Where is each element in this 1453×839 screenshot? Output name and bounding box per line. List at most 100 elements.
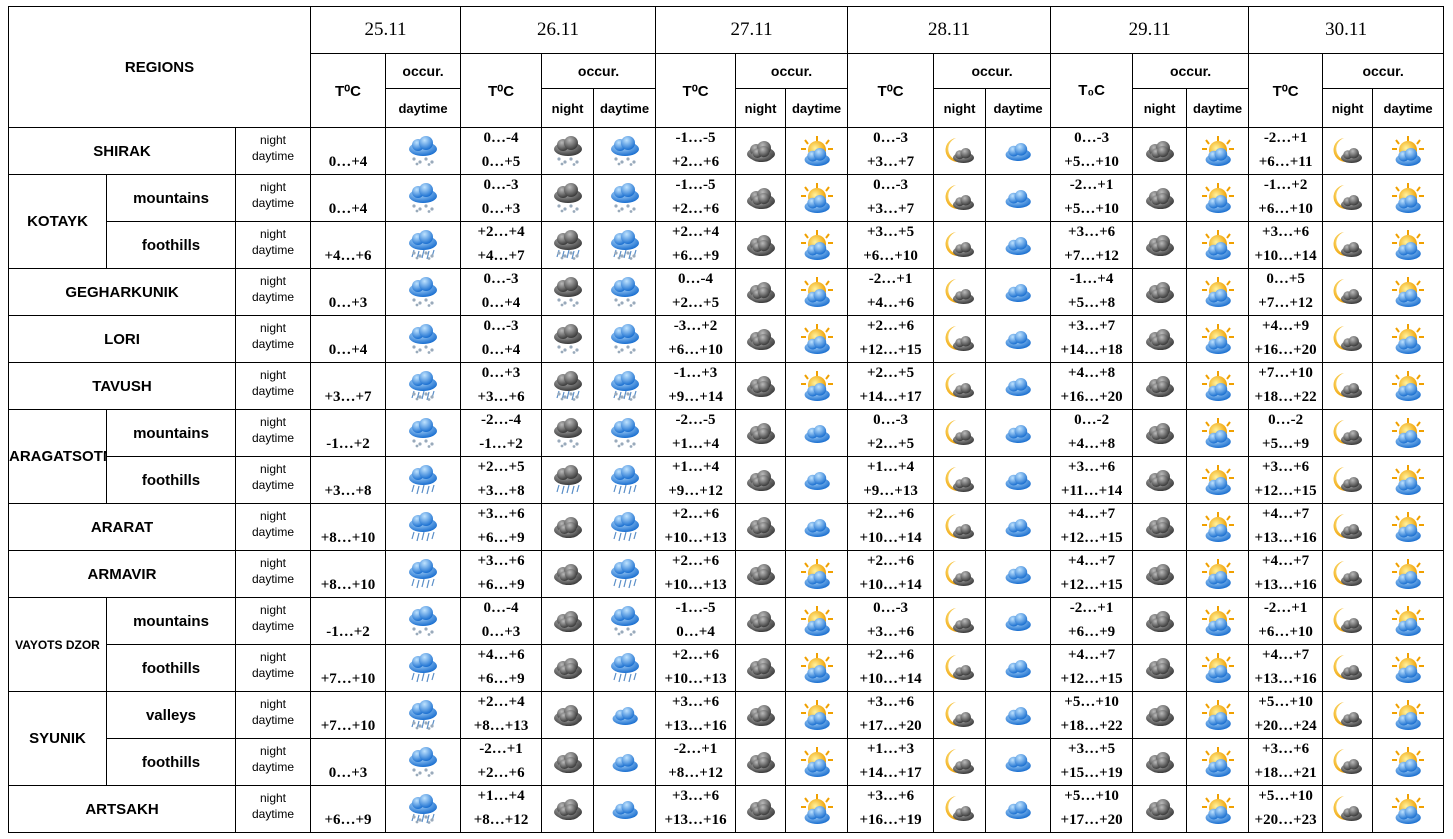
region-name: ARMAVIR — [8, 550, 236, 598]
icon-cell — [735, 127, 787, 175]
temp-range: 0…-3 — [873, 130, 909, 146]
icon-cell — [1186, 268, 1250, 316]
temp-range: 0…+5 — [1266, 271, 1305, 287]
icon-cell — [735, 221, 787, 269]
icon-cell — [385, 221, 462, 269]
icon-cell — [1132, 221, 1188, 269]
temp-cell: 0…-3 +3…+7 — [847, 127, 935, 175]
temp-box: +3…+6 +7…+12 — [1052, 223, 1132, 268]
temp-range: +2…+4 — [671, 224, 720, 240]
weather-icon — [942, 700, 978, 730]
region-row: foothills night daytime +7…+10 +4…+6 +6…+9 +2…… — [9, 644, 1445, 692]
temp-range: -2…+1 — [1263, 130, 1308, 146]
temp-box: -2…+1 +6…+10 — [1250, 599, 1322, 644]
temp-cell: -2…+1 +6…+11 — [1248, 127, 1324, 175]
period-labels: night daytime — [234, 409, 312, 457]
region-row: foothills night daytime 0…+3 -2…+1 +2…+6 -2…+1… — [9, 738, 1445, 786]
part-header: daytime — [593, 88, 657, 128]
icon-cell — [385, 550, 462, 598]
icon-cell — [1372, 597, 1445, 645]
temp-box: +3…+6 +16…+19 — [849, 787, 933, 832]
temp-range: +6…+9 — [477, 671, 525, 687]
icon-cell — [1132, 738, 1188, 786]
weather-icon — [799, 794, 835, 824]
weather-icon — [942, 418, 978, 448]
icon-cell — [933, 691, 987, 739]
temp-box: +1…+4 +8…+12 — [462, 787, 541, 832]
icon-cell — [1132, 127, 1188, 175]
period-labels: night daytime — [234, 174, 312, 222]
weather-icon — [799, 747, 835, 777]
weather-icon — [1000, 794, 1036, 824]
weather-icon — [1000, 371, 1036, 401]
occur-header: occur. — [735, 53, 849, 89]
temp-range: +3…+5 — [867, 224, 915, 240]
weather-icon — [942, 324, 978, 354]
temp-range: +16…+20 — [1060, 389, 1123, 405]
period-labels: night daytime — [234, 550, 312, 598]
temp-box: -2…+1 +5…+10 — [1052, 176, 1132, 221]
weather-icon — [1142, 700, 1178, 730]
icon-cell — [735, 597, 787, 645]
temp-range: +5…+10 — [1064, 201, 1119, 217]
temp-box: 0…-3 0…+3 — [462, 176, 541, 221]
temp-range: +3…+8 — [477, 483, 525, 499]
icon-cell — [985, 268, 1052, 316]
weather-icon — [1390, 418, 1426, 448]
period-label: night — [259, 791, 287, 805]
icon-cell — [1132, 362, 1188, 410]
temp-cell: 0…+5 +7…+12 — [1248, 268, 1324, 316]
icon-cell — [985, 597, 1052, 645]
period-label: daytime — [251, 337, 295, 351]
weather-icon — [1142, 371, 1178, 401]
temp-range: +1…+4 — [477, 788, 525, 804]
temp-cell: +2…+4 +4…+7 — [460, 221, 543, 269]
icon-cell — [933, 597, 987, 645]
weather-icon — [799, 559, 835, 589]
icon-cell — [1372, 221, 1445, 269]
region-row: VAYOTS DZOR mountains night daytime -1…+2 0…-… — [8, 597, 1445, 692]
temp-box: 0…-3 +3…+7 — [849, 176, 933, 221]
temp-range: +18…+22 — [1060, 718, 1123, 734]
temp-range: 0…+3 — [328, 295, 368, 311]
period-label: daytime — [251, 290, 295, 304]
temp-box: 0…-2 +4…+8 — [1052, 411, 1132, 456]
temp-range: -2…-4 — [481, 412, 522, 428]
icon-cell — [541, 644, 595, 692]
weather-icon — [942, 512, 978, 542]
part-header: night — [933, 88, 987, 128]
date-header: 26.11 — [460, 6, 657, 54]
weather-icon — [1200, 136, 1236, 166]
icon-cell — [593, 221, 657, 269]
weather-icon — [942, 465, 978, 495]
weather-icon — [942, 559, 978, 589]
icon-cell — [541, 221, 595, 269]
weather-icon — [1142, 324, 1178, 354]
region-name: ARARAT — [8, 503, 236, 551]
occur-header: occur. — [385, 53, 462, 89]
icon-cell — [1372, 362, 1445, 410]
temp-cell: -3…+2 +6…+10 — [655, 315, 737, 363]
temp-cell: 0…-3 0…+4 — [460, 268, 543, 316]
icon-cell — [1186, 785, 1250, 833]
period-label: night — [259, 227, 287, 241]
temp-range: -1…+4 — [1069, 271, 1114, 287]
temp-range: +6…+10 — [863, 248, 918, 264]
icon-cell — [1372, 174, 1445, 222]
icon-cell — [1186, 550, 1250, 598]
temp-box: 0…-3 0…+4 — [462, 317, 541, 362]
icon-cell — [1322, 315, 1374, 363]
period-label: daytime — [251, 478, 295, 492]
temp-range: +3…+6 — [1262, 459, 1310, 475]
weather-icon — [942, 371, 978, 401]
icon-cell — [735, 738, 787, 786]
period-labels: night daytime — [234, 597, 312, 645]
temp-range: +7…+10 — [320, 718, 376, 734]
temp-range: +18…+22 — [1254, 389, 1317, 405]
temp-cell: +2…+6 +10…+13 — [655, 644, 737, 692]
temp-cell: 0…+3 — [310, 738, 387, 786]
icon-cell — [985, 644, 1052, 692]
temp-range: 0…-2 — [1268, 412, 1304, 428]
icon-cell — [785, 221, 849, 269]
temp-cell: +3…+6 +11…+14 — [1050, 456, 1134, 504]
